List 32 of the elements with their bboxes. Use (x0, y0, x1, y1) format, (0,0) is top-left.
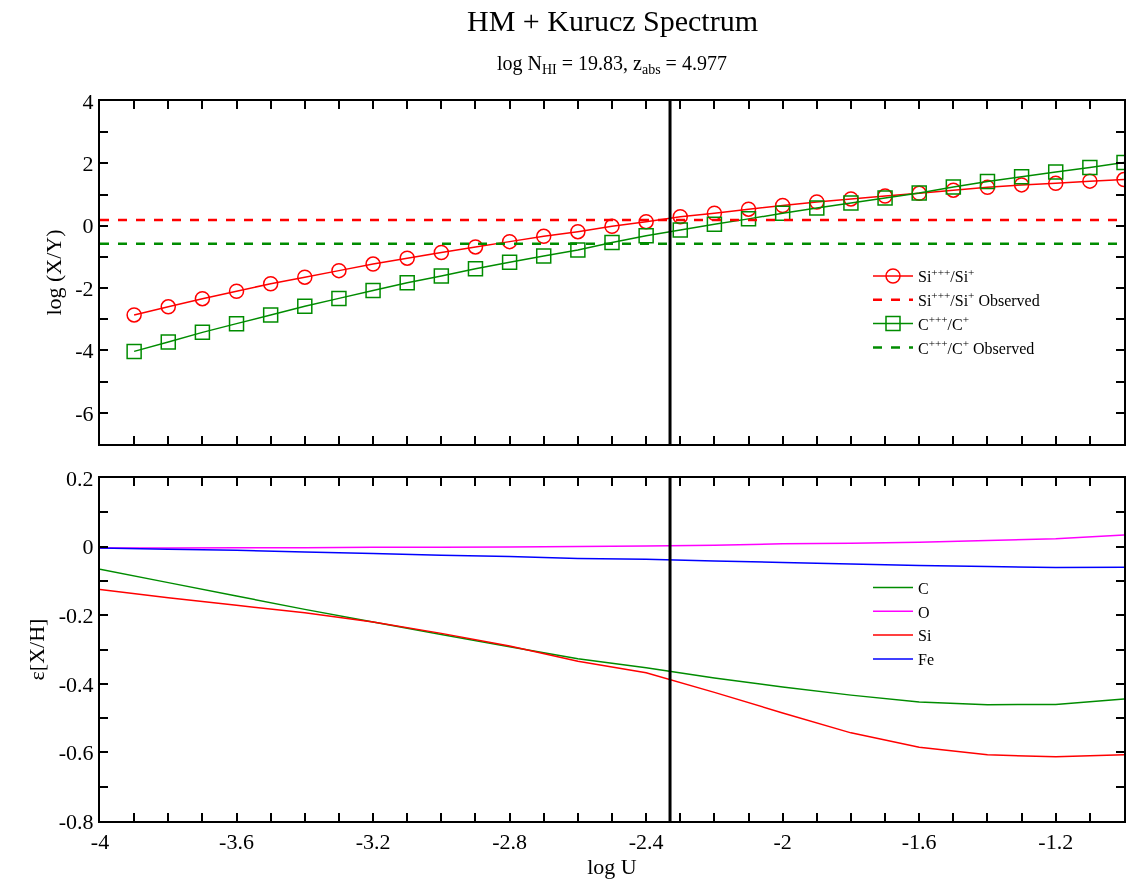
y-axis-title: ε[X/H] (24, 618, 50, 681)
y-tick-label: 0 (82, 534, 94, 560)
x-tick-label: -1.2 (1038, 829, 1074, 855)
chart-title: HM + Kurucz Spectrum (467, 4, 759, 37)
y-tick-label: -0.6 (58, 740, 94, 766)
x-tick-label: -2.8 (492, 829, 528, 855)
y-tick-label: -4 (75, 338, 94, 364)
y-tick-label: -2 (75, 275, 94, 301)
legend-label: Si$^{+++}$/Si$^{+}$ (918, 265, 975, 286)
x-tick-label: -2 (773, 829, 792, 855)
x-tick-label: -1.6 (901, 829, 937, 855)
y-tick-label: 4 (82, 88, 94, 114)
y-tick-label: -6 (75, 400, 94, 426)
legend-label: Si (918, 627, 932, 645)
y-tick-label: -0.8 (58, 808, 94, 834)
legend-label: Fe (918, 651, 934, 669)
y-tick-label: 0.2 (66, 465, 94, 491)
y-axis-title: log (X/Y) (40, 229, 66, 316)
x-tick-label: -3.2 (355, 829, 391, 855)
chart-subtitle: log N$_{HI}$ = 19.83, z$_{abs}$ = 4.977 (497, 52, 727, 78)
legend-label: C$^{+++}$/C$^{+}$ Observed (918, 336, 1035, 357)
y-tick-label: 0 (82, 213, 94, 239)
legend-label: O (918, 603, 930, 621)
y-tick-label: -0.2 (58, 602, 94, 628)
x-tick-label: -3.6 (219, 829, 254, 855)
y-tick-label: 2 (82, 151, 94, 177)
x-axis-title: log U (587, 854, 637, 880)
x-tick-label: -2.4 (628, 829, 664, 855)
legend-label: C$^{+++}$/C$^{+}$ (918, 313, 970, 333)
legend-label: Si$^{+++}$/Si$^{+}$ Observed (918, 289, 1040, 310)
y-tick-label: -0.4 (58, 671, 94, 697)
legend-label: C (918, 579, 929, 597)
